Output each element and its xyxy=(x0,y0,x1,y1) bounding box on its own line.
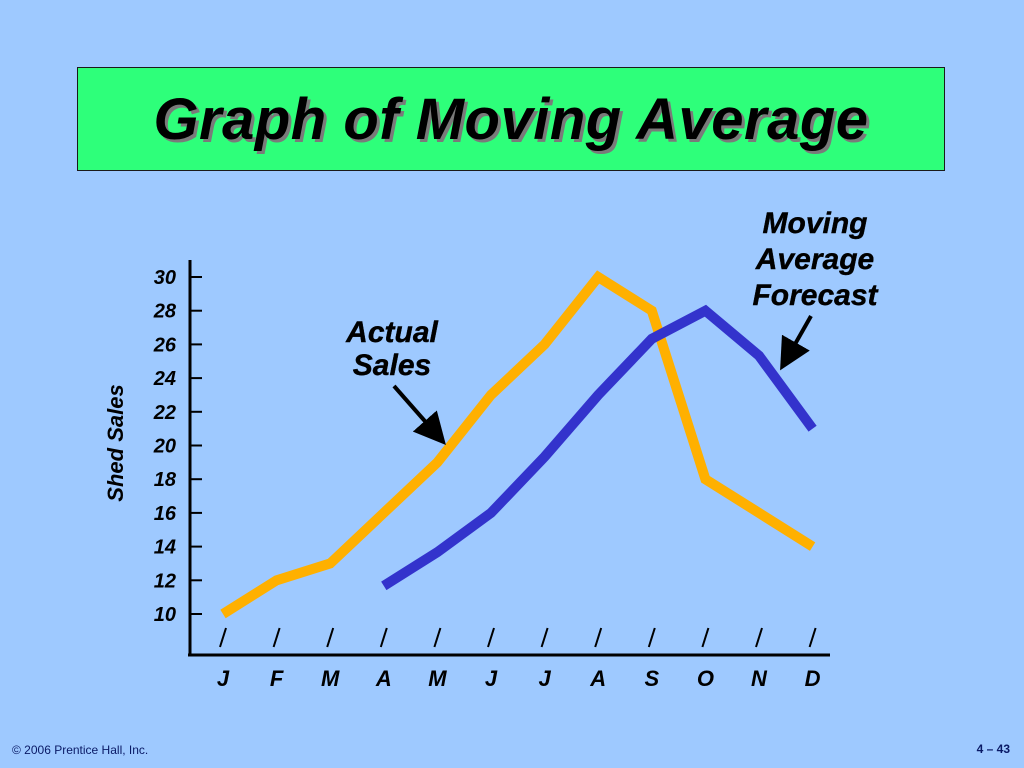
x-tick xyxy=(701,627,710,648)
copyright-footer: © 2006 Prentice Hall, Inc. xyxy=(12,743,149,757)
x-tick-label: J xyxy=(538,666,551,691)
x-tick xyxy=(594,627,603,648)
y-tick-label: 16 xyxy=(154,503,177,525)
y-tick-label: 26 xyxy=(153,334,177,356)
x-tick-label: D xyxy=(805,666,821,691)
forecast-arrow xyxy=(780,315,813,371)
x-tick xyxy=(433,627,442,648)
forecast-label: Moving xyxy=(763,207,868,240)
y-tick-label: 12 xyxy=(154,570,176,592)
actual-sales-line xyxy=(220,270,816,619)
y-tick-label: 28 xyxy=(153,301,177,323)
x-tick-label: J xyxy=(485,666,498,691)
x-tick xyxy=(755,627,763,648)
x-tick-label: M xyxy=(428,666,447,691)
slide-title: Graph of Moving Average xyxy=(153,86,869,152)
x-tick-label: N xyxy=(751,666,768,691)
x-tick xyxy=(487,627,495,648)
y-tick-label: 30 xyxy=(154,267,176,289)
y-tick-label: 22 xyxy=(153,402,176,424)
title-box: Graph of Moving Average xyxy=(77,67,945,171)
x-tick xyxy=(379,627,388,648)
x-tick-label: M xyxy=(321,666,340,691)
actual-sales-label: Sales xyxy=(353,349,431,382)
y-tick-label: 24 xyxy=(153,368,176,390)
x-tick xyxy=(540,627,549,648)
y-tick-label: 14 xyxy=(154,537,176,559)
y-tick-label: 18 xyxy=(154,469,177,491)
moving-average-forecast-line xyxy=(381,304,817,591)
x-tick-label: A xyxy=(589,666,606,691)
forecast-label: Average xyxy=(755,243,874,276)
x-tick xyxy=(219,627,227,648)
x-tick xyxy=(808,627,817,648)
y-axis-label: Shed Sales xyxy=(103,384,128,501)
x-tick-label: F xyxy=(270,666,284,691)
forecast-label: Forecast xyxy=(752,279,879,312)
x-tick xyxy=(647,627,656,648)
x-tick-label: J xyxy=(217,666,230,691)
y-tick-label: 10 xyxy=(154,604,176,626)
actual-sales-label: Actual xyxy=(345,316,438,349)
x-tick-label: S xyxy=(644,666,659,691)
slide-number: 4 – 43 xyxy=(976,742,1010,756)
actual-sales-arrow xyxy=(392,384,446,446)
x-tick-label: O xyxy=(697,666,714,691)
x-tick xyxy=(326,627,335,648)
x-tick-label: A xyxy=(375,666,392,691)
y-tick-label: 20 xyxy=(153,436,176,458)
x-tick xyxy=(272,627,281,648)
